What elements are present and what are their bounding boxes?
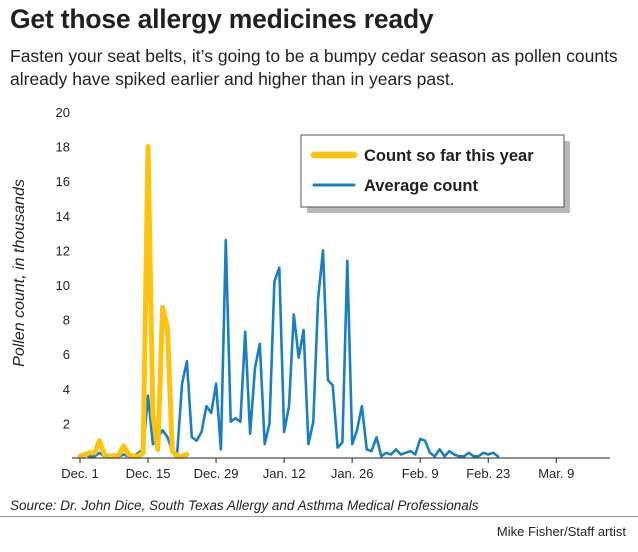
legend-label-this-year: Count so far this year — [364, 147, 534, 165]
x-tick-label: Mar. 9 — [538, 466, 574, 481]
y-axis-label: Pollen count, in thousands — [11, 179, 28, 367]
source-note: Source: Dr. John Dice, South Texas Aller… — [10, 498, 479, 513]
series-line-average — [78, 238, 500, 458]
x-tick-label: Jan. 26 — [331, 466, 374, 481]
y-tick-label: 2 — [63, 416, 70, 431]
x-tick-label: Dec. 1 — [61, 466, 99, 481]
y-tick-label: 20 — [56, 105, 70, 120]
x-axis-ticks: Dec. 1 Dec. 15 Dec. 29 Jan. 12 Jan. 26 Feb. 9… — [61, 458, 574, 481]
artist-credit: Mike Fisher/Staff artist — [496, 524, 626, 539]
legend-label-average: Average count — [364, 177, 479, 195]
pollen-line-chart: Pollen count, in thousands 2 4 6 8 10 12 14 16 1… — [11, 105, 610, 481]
divider — [0, 516, 638, 517]
y-tick-label: 4 — [63, 382, 70, 397]
series-line-this-year — [77, 144, 190, 459]
series-lines — [77, 144, 500, 459]
x-tick-label: Jan. 12 — [263, 466, 306, 481]
y-tick-label: 18 — [56, 140, 70, 155]
legend-box — [300, 134, 565, 208]
x-tick-label: Feb. 9 — [402, 466, 439, 481]
x-tick-label: Feb. 23 — [466, 466, 510, 481]
y-tick-label: 14 — [56, 209, 70, 224]
x-tick-label: Dec. 29 — [194, 466, 239, 481]
legend: Count so far this year Average count — [300, 134, 570, 213]
y-tick-label: 8 — [63, 313, 70, 328]
y-tick-label: 16 — [56, 174, 70, 189]
chart-subtitle: Fasten your seat belts, it’s going to be… — [10, 46, 618, 89]
y-axis-ticks: 2 4 6 8 10 12 14 16 18 20 — [56, 105, 70, 431]
y-tick-label: 6 — [63, 347, 70, 362]
x-tick-label: Dec. 15 — [126, 466, 171, 481]
y-tick-label: 10 — [56, 278, 70, 293]
y-tick-label: 12 — [56, 243, 70, 258]
chart-title: Get those allergy medicines ready — [10, 4, 434, 34]
